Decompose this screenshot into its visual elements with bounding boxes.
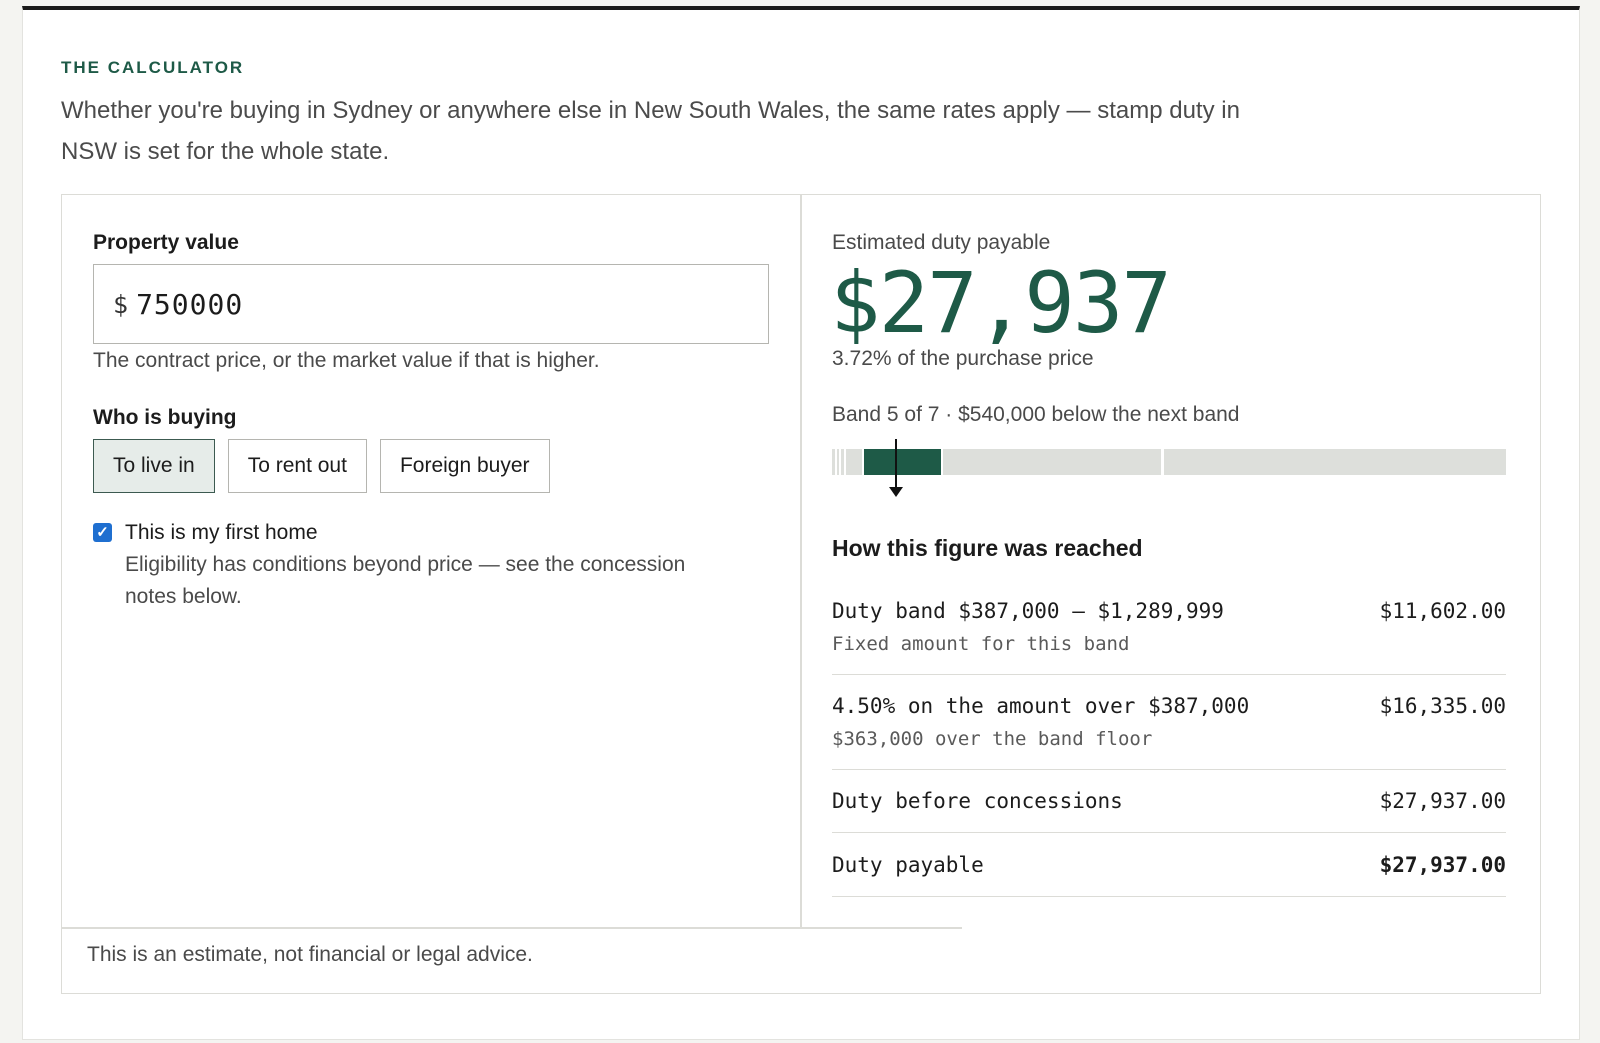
breakdown-row-label: Duty before concessions: [832, 789, 1123, 813]
section-intro: Whether you're buying in Sydney or anywh…: [61, 97, 1240, 165]
breakdown-row-label: Duty band $387,000 – $1,289,999: [832, 599, 1224, 623]
disclaimer: This is an estimate, not financial or le…: [87, 943, 533, 966]
breakdown-row: 4.50% on the amount over $387,000 $363,0…: [832, 675, 1506, 770]
breakdown-total-label: Duty payable: [832, 853, 984, 877]
checkmark-icon: ✓: [96, 524, 109, 541]
calculator-panel: Property value $ 750000 The contract pri…: [61, 194, 1541, 994]
price-marker: [895, 439, 897, 489]
calculator-card: THE CALCULATOR Whether you're buying in …: [22, 6, 1580, 1040]
first-home-note: Eligibility has conditions beyond price …: [125, 553, 686, 608]
footer-divider: [62, 927, 962, 929]
who-is-buying-label: Who is buying: [93, 406, 237, 429]
property-value-input[interactable]: $ 750000: [93, 264, 769, 344]
buyer-option-rent-out[interactable]: To rent out: [227, 439, 367, 493]
breakdown-total-row: Duty payable $27,937.00: [832, 833, 1506, 897]
section-eyebrow: THE CALCULATOR: [61, 58, 245, 77]
band-bar: [832, 439, 1506, 497]
first-home-label[interactable]: This is my first home: [125, 521, 318, 544]
band-segment-1: [832, 449, 835, 475]
estimated-duty-label: Estimated duty payable: [832, 231, 1051, 254]
estimated-duty-amount: $27,937: [830, 254, 1172, 352]
first-home-row: ✓ This is my first home Eligibility has …: [93, 521, 725, 613]
buyer-option-foreign[interactable]: Foreign buyer: [379, 439, 550, 493]
duty-percentage: 3.72% of the purchase price: [832, 347, 1094, 370]
band-segment-5: [864, 449, 941, 475]
buyer-type-toggle: To live in To rent out Foreign buyer: [93, 439, 550, 493]
buyer-option-live-in[interactable]: To live in: [93, 439, 215, 493]
band-segment-4: [846, 449, 862, 475]
band-segment-2: [837, 449, 839, 475]
breakdown-total-amount: $27,937.00: [1379, 853, 1506, 877]
arrow-down-icon: [889, 487, 903, 497]
breakdown-row-amount: $16,335.00: [1379, 694, 1506, 718]
breakdown-row: Duty before concessions $27,937.00: [832, 770, 1506, 833]
column-divider: [800, 195, 802, 927]
breakdown-row-amount: $11,602.00: [1379, 599, 1506, 623]
breakdown-row-label: 4.50% on the amount over $387,000: [832, 694, 1250, 718]
property-value-label: Property value: [93, 231, 239, 254]
breakdown-row: Duty band $387,000 – $1,289,999 Fixed am…: [832, 579, 1506, 675]
breakdown-table: Duty band $387,000 – $1,289,999 Fixed am…: [832, 579, 1506, 897]
property-value-help: The contract price, or the market value …: [93, 349, 600, 372]
band-segment-7: [1164, 449, 1506, 475]
currency-symbol: $: [113, 289, 129, 319]
breakdown-title: How this figure was reached: [832, 535, 1143, 561]
band-segment-6: [943, 449, 1161, 475]
property-value-text[interactable]: 750000: [136, 287, 244, 321]
breakdown-row-amount: $27,937.00: [1379, 789, 1506, 813]
band-position-text: Band 5 of 7 · $540,000 below the next ba…: [832, 403, 1240, 426]
breakdown-row-note: Fixed amount for this band: [832, 633, 1130, 655]
band-segment-3: [841, 449, 844, 475]
first-home-checkbox[interactable]: ✓: [93, 523, 112, 542]
breakdown-row-note: $363,000 over the band floor: [832, 728, 1153, 750]
